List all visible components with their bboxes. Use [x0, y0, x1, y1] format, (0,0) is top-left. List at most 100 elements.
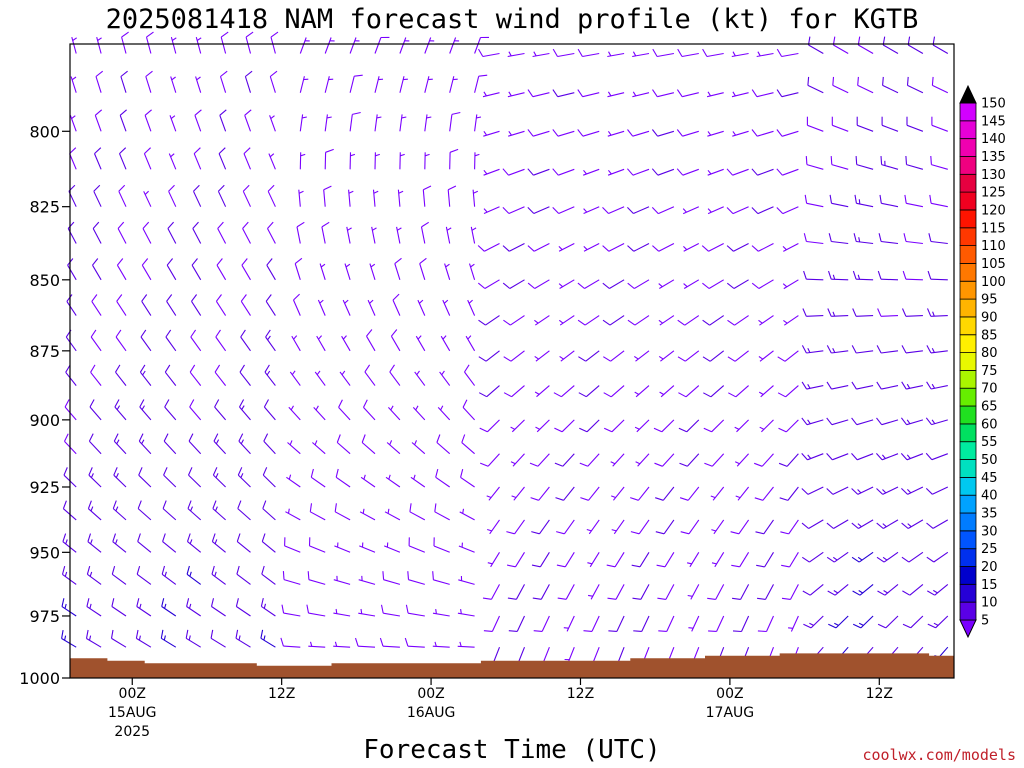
wind-barb	[333, 575, 351, 585]
wind-barb	[408, 537, 426, 553]
wind-barb	[506, 519, 525, 535]
wind-barb	[926, 308, 948, 317]
wind-barb	[527, 89, 550, 98]
wind-barb	[651, 206, 675, 215]
wind-barb	[372, 189, 379, 207]
wind-barb	[856, 116, 874, 132]
wind-barb	[554, 453, 575, 467]
wind-barb	[192, 221, 202, 244]
wind-barb	[143, 147, 152, 170]
wind-barb	[415, 335, 426, 352]
wind-barb	[756, 51, 774, 58]
wind-barb	[676, 168, 699, 176]
wind-barb	[439, 370, 451, 386]
wind-barb	[654, 453, 675, 467]
colorbar-swatch	[959, 566, 977, 585]
wind-barb	[220, 31, 229, 54]
wind-barb	[191, 294, 202, 316]
wind-barb	[905, 155, 924, 170]
wind-barb	[759, 419, 774, 433]
wind-barb	[457, 609, 475, 617]
wind-barb	[877, 308, 899, 317]
wind-barb	[141, 258, 152, 281]
colorbar-label: 25	[981, 542, 998, 557]
wind-barb	[701, 243, 724, 252]
wind-barb	[217, 184, 227, 207]
wind-barb	[313, 405, 326, 421]
wind-barb	[758, 350, 774, 362]
wind-barb	[287, 440, 301, 455]
wind-barb	[69, 147, 77, 170]
wind-barb	[262, 500, 276, 521]
wind-barb	[901, 381, 924, 390]
wind-barb	[407, 571, 425, 585]
wind-barb	[479, 419, 500, 433]
wind-barb	[366, 329, 376, 352]
colorbar-label: 30	[981, 524, 998, 539]
wind-barb	[556, 519, 575, 535]
wind-barb	[61, 565, 77, 585]
wind-barb	[508, 615, 525, 632]
wind-barb	[926, 381, 948, 390]
wind-barbs	[61, 31, 949, 664]
wind-barb	[683, 279, 700, 289]
wind-barb	[532, 51, 550, 58]
credit-link[interactable]: coolwx.com/models	[862, 746, 1016, 764]
wind-barb	[730, 519, 750, 535]
time-axis: 00Z 15AUG 2025 12Z 00Z 16AUG 12Z 00Z 17AUG 12Z	[108, 678, 893, 740]
wind-barb	[409, 503, 426, 521]
wind-barb	[299, 37, 310, 54]
plot-area	[61, 31, 955, 679]
wind-barb	[467, 299, 476, 316]
colorbar-label: 135	[981, 150, 1006, 165]
wind-barb	[114, 399, 127, 421]
wind-barb	[778, 453, 799, 467]
colorbar-swatch	[959, 548, 977, 567]
wind-barb	[931, 116, 948, 132]
wind-barb	[503, 385, 525, 398]
wind-barb	[138, 433, 152, 455]
wind-barb	[474, 74, 488, 93]
colorbar-swatch	[959, 102, 977, 122]
wind-barb	[851, 551, 874, 563]
wind-barb	[90, 364, 102, 386]
wind-barb	[380, 604, 400, 617]
wind-barb	[261, 565, 276, 585]
wind-barb	[90, 329, 102, 352]
wind-barb	[510, 419, 525, 433]
wind-barb	[420, 221, 429, 244]
wind-barb	[703, 419, 725, 433]
wind-barb	[186, 565, 202, 585]
wind-barb	[751, 89, 774, 98]
wind-barb	[185, 629, 201, 648]
wind-barb	[679, 453, 700, 467]
wind-barb	[826, 453, 849, 461]
wind-barb	[384, 508, 401, 521]
wind-barb	[806, 116, 824, 132]
wind-barb	[163, 433, 177, 455]
colorbar-label: 60	[981, 417, 998, 432]
wind-barb	[218, 147, 227, 170]
wind-barb	[324, 148, 334, 170]
wind-barb	[458, 575, 475, 585]
wind-barb	[527, 279, 550, 289]
wind-barb	[85, 629, 102, 648]
wind-barb	[336, 434, 351, 455]
wind-barb	[634, 385, 650, 398]
wind-barb	[751, 243, 774, 252]
wind-barb	[312, 440, 326, 455]
wind-barb	[902, 615, 924, 629]
wind-barb	[651, 129, 675, 137]
wind-barb	[651, 168, 675, 176]
colorbar-label: 85	[981, 328, 998, 343]
wind-barb	[926, 551, 949, 563]
wind-barb	[507, 51, 525, 58]
wind-barb	[610, 453, 625, 467]
wind-barb	[142, 221, 152, 244]
wind-barb	[359, 508, 376, 521]
colorbar-label: 65	[981, 400, 998, 415]
wind-barb	[564, 646, 575, 664]
wind-barb	[162, 533, 177, 553]
wind-barb	[534, 385, 550, 398]
wind-barb	[193, 147, 202, 170]
